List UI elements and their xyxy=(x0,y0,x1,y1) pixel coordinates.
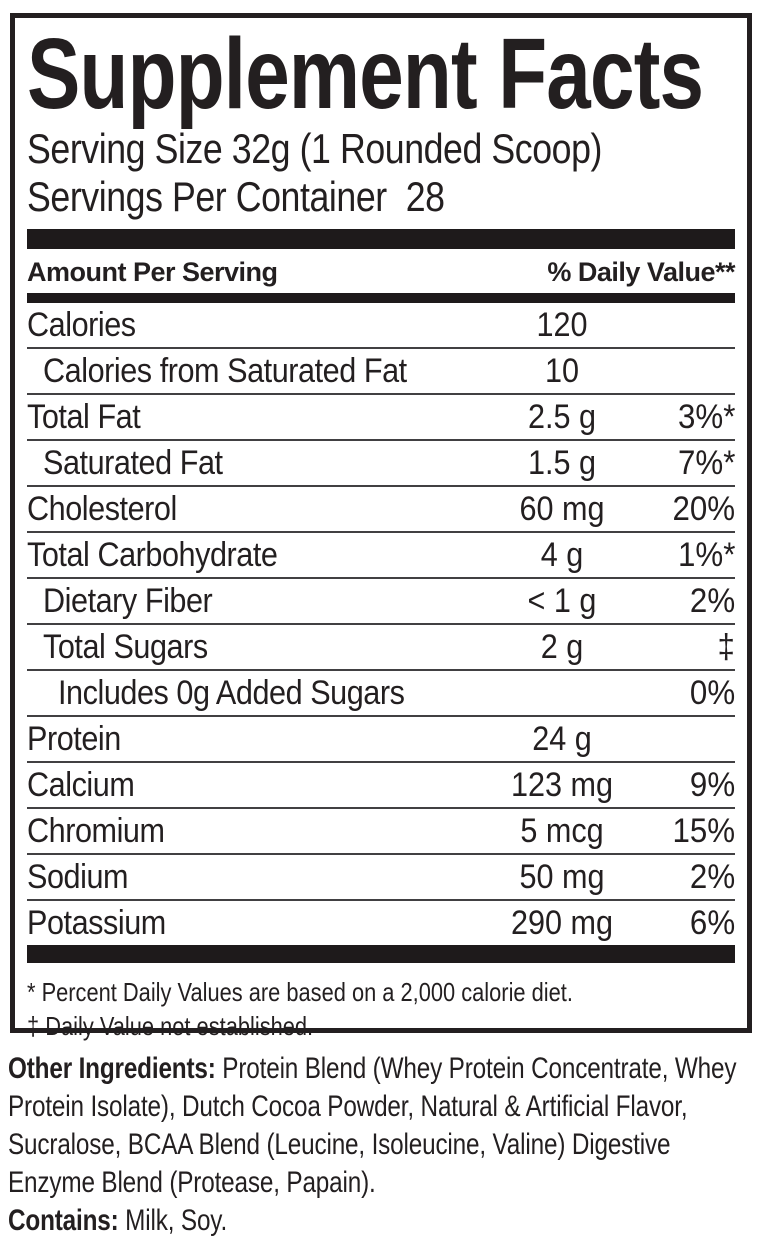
divider-bar-top xyxy=(27,229,735,249)
table-row-calories-from-saturated-fat: Calories from Saturated Fat 10 xyxy=(27,349,735,395)
table-row-potassium: Potassium 290 mg 6% xyxy=(27,901,735,945)
divider-bar-header xyxy=(27,293,735,303)
table-row-cholesterol: Cholesterol 60 mg 20% xyxy=(27,487,735,533)
table-row-calories: Calories 120 xyxy=(27,303,735,349)
nutrient-name: Potassium xyxy=(27,904,166,942)
table-row-dietary-fiber: Dietary Fiber < 1 g 2% xyxy=(27,579,735,625)
nutrient-table: Calories 120 Calories from Saturated Fat… xyxy=(27,303,735,945)
nutrient-daily-value: 15% xyxy=(672,812,735,850)
column-header-daily-value: % Daily Value** xyxy=(547,257,735,287)
table-row-added-sugars: Includes 0g Added Sugars 0% xyxy=(27,671,735,717)
other-ingredients-text: Protein Blend (Whey Protein Concentrate,… xyxy=(8,1052,737,1199)
nutrient-daily-value: ‡ xyxy=(717,628,735,666)
other-ingredients-paragraph: Other Ingredients: Protein Blend (Whey P… xyxy=(8,1050,753,1202)
nutrient-daily-value: 2% xyxy=(689,582,735,620)
nutrient-amount: < 1 g xyxy=(527,582,597,620)
nutrient-daily-value: 3%* xyxy=(677,398,735,436)
nutrient-amount: 24 g xyxy=(532,720,592,758)
nutrient-amount: 1.5 g xyxy=(527,444,597,482)
contains-paragraph: Contains: Milk, Soy. xyxy=(8,1202,753,1240)
nutrient-name: Total Sugars xyxy=(43,628,208,666)
nutrient-daily-value: 7%* xyxy=(677,444,735,482)
table-row-protein: Protein 24 g xyxy=(27,717,735,763)
table-row-saturated-fat: Saturated Fat 1.5 g 7%* xyxy=(27,441,735,487)
nutrient-amount: 50 mg xyxy=(519,858,605,896)
nutrient-name: Total Fat xyxy=(27,398,141,436)
nutrient-daily-value: 6% xyxy=(689,904,735,942)
nutrient-amount: 10 xyxy=(544,352,580,390)
serving-size: Serving Size 32g (1 Rounded Scoop) xyxy=(27,125,602,172)
nutrient-amount: 2.5 g xyxy=(527,398,597,436)
nutrient-name: Includes 0g Added Sugars xyxy=(58,674,405,712)
nutrient-amount: 2 g xyxy=(540,628,584,666)
servings-per-container: Servings Per Container 28 xyxy=(27,173,445,220)
table-row-calcium: Calcium 123 mg 9% xyxy=(27,763,735,809)
nutrient-daily-value: 0% xyxy=(689,674,735,712)
nutrient-amount: 290 mg xyxy=(510,904,614,942)
nutrient-name: Dietary Fiber xyxy=(43,582,213,620)
divider-bar-footnote xyxy=(27,945,735,963)
column-header-amount: Amount Per Serving xyxy=(27,257,278,287)
facts-title: Supplement Facts xyxy=(27,18,704,130)
nutrient-amount: 60 mg xyxy=(519,490,605,528)
nutrient-amount: 5 mcg xyxy=(520,812,604,850)
nutrient-name: Cholesterol xyxy=(27,490,177,528)
table-row-total-sugars: Total Sugars 2 g ‡ xyxy=(27,625,735,671)
nutrient-amount: 123 mg xyxy=(510,766,614,804)
other-ingredients-label: Other Ingredients: xyxy=(8,1052,216,1085)
column-header-row: Amount Per Serving % Daily Value** xyxy=(27,249,735,293)
nutrient-name: Calcium xyxy=(27,766,135,804)
nutrient-daily-value: 1%* xyxy=(677,536,735,574)
table-row-chromium: Chromium 5 mcg 15% xyxy=(27,809,735,855)
ingredients-section: Other Ingredients: Protein Blend (Whey P… xyxy=(8,1050,753,1240)
contains-label: Contains: xyxy=(8,1204,119,1237)
nutrient-name: Total Carbohydrate xyxy=(27,536,278,574)
nutrient-daily-value: 20% xyxy=(672,490,735,528)
table-row-sodium: Sodium 50 mg 2% xyxy=(27,855,735,901)
nutrient-daily-value: 2% xyxy=(689,858,735,896)
footnote-daily-values: * Percent Daily Values are based on a 2,… xyxy=(27,977,573,1007)
nutrient-name: Saturated Fat xyxy=(43,444,223,482)
footnote-not-established: ‡ Daily Value not established. xyxy=(27,1011,314,1041)
nutrient-name: Chromium xyxy=(27,812,165,850)
nutrient-name: Protein xyxy=(27,720,121,758)
nutrient-amount: 4 g xyxy=(540,536,584,574)
nutrient-name: Sodium xyxy=(27,858,129,896)
nutrient-name: Calories xyxy=(27,306,136,344)
table-row-total-fat: Total Fat 2.5 g 3%* xyxy=(27,395,735,441)
contains-text: Milk, Soy. xyxy=(118,1204,228,1237)
nutrient-amount: 120 xyxy=(536,306,588,344)
nutrient-daily-value: 9% xyxy=(689,766,735,804)
footnotes: * Percent Daily Values are based on a 2,… xyxy=(27,963,735,1043)
table-row-total-carbohydrate: Total Carbohydrate 4 g 1%* xyxy=(27,533,735,579)
nutrient-name: Calories from Saturated Fat xyxy=(43,352,407,390)
supplement-facts-panel: Supplement Facts Serving Size 32g (1 Rou… xyxy=(10,13,752,1041)
